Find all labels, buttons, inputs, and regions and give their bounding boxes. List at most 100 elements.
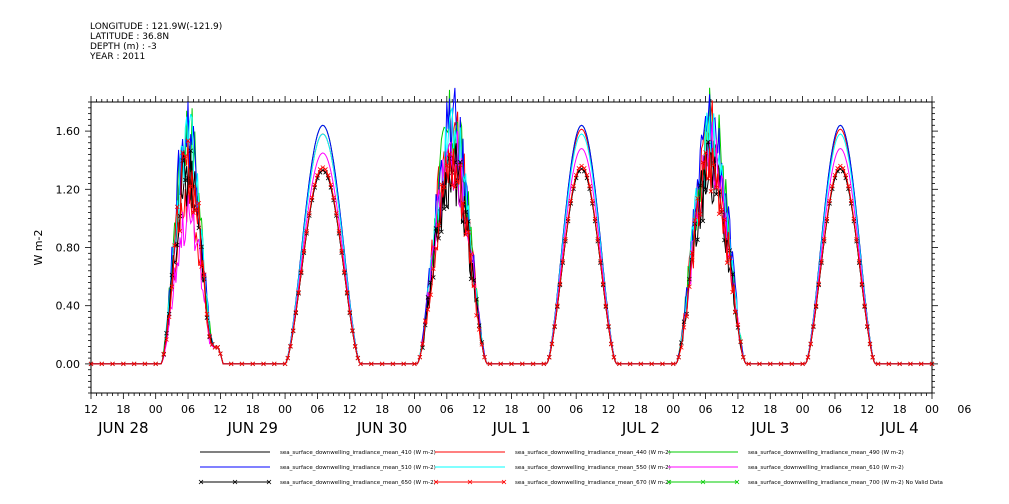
x-tick-label: 12 <box>213 403 227 416</box>
series-marker <box>687 284 692 289</box>
series-marker <box>428 292 433 298</box>
series-marker <box>466 229 471 235</box>
series-marker <box>705 176 711 181</box>
series-marker <box>563 237 568 242</box>
y-tick-label: 1.20 <box>56 183 81 196</box>
series-marker <box>228 361 234 367</box>
series-marker <box>439 229 444 235</box>
series-marker <box>334 211 339 216</box>
series-marker <box>821 237 827 242</box>
x-tick-label: 18 <box>246 403 260 416</box>
legend-label: sea_surface_downwelling_irradiance_mean_… <box>280 465 436 471</box>
series-marker <box>571 183 576 189</box>
series-marker <box>298 269 304 274</box>
series-marker <box>412 361 417 367</box>
series-marker <box>350 328 355 333</box>
series-marker <box>854 237 859 242</box>
series-marker <box>584 172 590 178</box>
series-marker <box>272 361 277 367</box>
x-tick-label: 18 <box>375 403 389 416</box>
series-marker <box>738 339 743 344</box>
series-marker <box>560 259 565 264</box>
y-tick-label: 1.60 <box>56 125 81 138</box>
x-date-label: JUL 1 <box>491 419 530 437</box>
series-marker <box>188 184 194 189</box>
series-marker <box>697 211 703 217</box>
series-line <box>91 87 932 365</box>
series-marker <box>471 283 477 289</box>
legend-label: sea_surface_downwelling_irradiance_mean_… <box>748 480 943 486</box>
series-line <box>91 142 932 365</box>
series-marker <box>846 183 851 189</box>
series-marker <box>204 311 210 317</box>
series-marker <box>727 255 733 261</box>
x-tick-label: 12 <box>860 403 874 416</box>
series-marker <box>323 167 328 172</box>
series-marker <box>816 281 822 287</box>
series-marker <box>180 150 185 155</box>
series-marker <box>331 195 336 200</box>
series-marker <box>390 361 396 367</box>
series-marker <box>875 361 881 367</box>
series-marker <box>714 185 719 190</box>
series-marker <box>239 361 245 367</box>
series-marker <box>288 343 293 349</box>
series-marker <box>199 264 204 269</box>
y-tick-label: 0.80 <box>56 242 81 255</box>
series-marker <box>840 166 846 171</box>
series-marker <box>196 200 202 206</box>
series-marker <box>660 361 665 367</box>
metadata-header: LONGITUDE : 121.9W(-121.9) LATITUDE : 36… <box>90 22 222 62</box>
legend-marker <box>501 479 507 485</box>
legend-marker <box>433 479 439 485</box>
series-marker <box>681 325 687 330</box>
series-marker <box>700 218 706 224</box>
x-tick-label: 06 <box>957 403 971 416</box>
series-marker <box>813 303 819 309</box>
series-line <box>91 121 932 365</box>
series-marker <box>296 290 301 295</box>
series-marker <box>684 314 689 319</box>
x-tick-label: 18 <box>763 403 777 416</box>
series-marker <box>679 340 684 345</box>
series-line <box>91 140 932 365</box>
series-marker <box>433 246 439 251</box>
series-marker <box>172 243 177 248</box>
series-marker <box>460 200 466 206</box>
series-marker <box>848 198 854 204</box>
series-marker <box>811 323 816 329</box>
year-text: YEAR : 2011 <box>90 52 146 62</box>
series-marker <box>805 354 811 360</box>
x-tick-label: 00 <box>278 403 292 416</box>
series-marker <box>808 341 813 347</box>
series-marker <box>705 139 711 145</box>
series-marker <box>420 341 425 347</box>
series-marker <box>789 361 795 367</box>
series-marker <box>719 207 725 212</box>
legend-label: sea_surface_downwelling_irradiance_mean_… <box>280 480 436 486</box>
series-marker <box>293 309 299 315</box>
series-marker <box>99 361 105 367</box>
series-marker <box>180 158 185 163</box>
series-marker <box>649 361 654 367</box>
series-marker <box>342 269 347 274</box>
series-marker <box>722 217 727 222</box>
series-marker <box>183 177 188 183</box>
legend-label: sea_surface_downwelling_irradiance_mean_… <box>280 450 436 456</box>
series-marker <box>724 260 730 265</box>
series-marker <box>315 173 320 178</box>
series-marker <box>519 361 525 367</box>
series-marker <box>474 313 479 318</box>
series-marker <box>401 361 406 367</box>
x-tick-label: 12 <box>731 403 745 416</box>
series-marker <box>312 182 318 188</box>
series-marker <box>627 361 633 367</box>
series-marker <box>829 183 835 189</box>
series-marker <box>177 228 183 234</box>
x-tick-label: 06 <box>828 403 842 416</box>
series-marker <box>282 361 288 367</box>
series-marker <box>670 361 676 367</box>
x-date-label: JUL 2 <box>621 419 660 437</box>
series-marker <box>865 323 870 329</box>
series-marker <box>832 172 838 178</box>
